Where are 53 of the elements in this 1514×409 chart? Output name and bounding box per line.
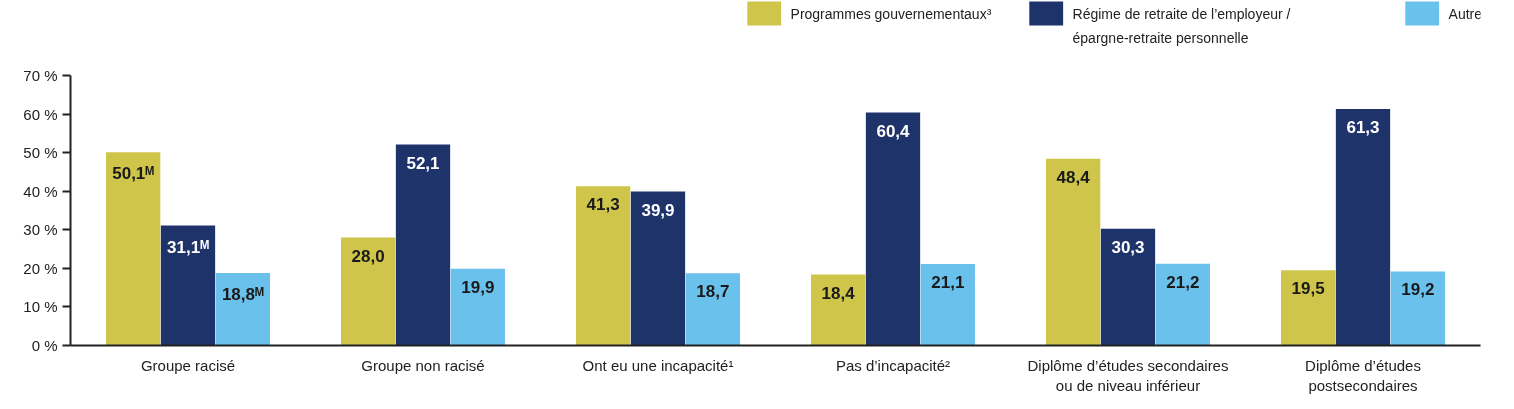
bar xyxy=(1281,270,1336,346)
bar xyxy=(1155,263,1210,346)
data-label: 18,4 xyxy=(821,283,856,303)
bar xyxy=(395,144,451,346)
data-label: 31,1ᴹ xyxy=(167,237,210,257)
bar xyxy=(865,112,921,346)
x-tick-label: Pas d’incapacité² xyxy=(835,356,951,374)
bar xyxy=(450,268,505,346)
data-label: 41,3 xyxy=(586,195,620,215)
data-label: 18,8ᴹ xyxy=(221,284,264,304)
data-label: 28,0 xyxy=(351,246,385,266)
bar xyxy=(1335,109,1391,346)
legend-label: Régime de retraite de l’employeur / épargne-retraite personnelle xyxy=(1072,5,1291,46)
data-label: 21,1 xyxy=(931,273,965,293)
bar xyxy=(215,272,270,346)
data-label: 60,4 xyxy=(876,121,911,141)
bar xyxy=(685,273,740,346)
x-tick-label: Ont eu une incapacité¹ xyxy=(582,356,734,374)
bar xyxy=(160,225,216,346)
data-label: 39,9 xyxy=(641,200,675,220)
data-label: 61,3 xyxy=(1346,118,1380,138)
y-tick-label: 40 % xyxy=(23,182,58,200)
bar xyxy=(630,191,686,346)
data-label: 19,9 xyxy=(461,277,495,297)
bar xyxy=(1046,158,1101,346)
y-tick-label: 20 % xyxy=(23,259,58,277)
data-label: 48,4 xyxy=(1056,167,1091,187)
data-label: 19,2 xyxy=(1401,280,1435,300)
y-tick-label: 10 % xyxy=(23,298,58,316)
y-tick-label: 50 % xyxy=(23,144,58,162)
legend-label: Autre xyxy=(1448,5,1483,22)
x-tick-label: Diplôme d’études secondaires ou de niveau inférieur xyxy=(1027,356,1229,394)
data-label: 30,3 xyxy=(1111,237,1145,257)
bar xyxy=(1390,271,1445,346)
bar xyxy=(341,237,396,346)
x-tick-label: Groupe racisé xyxy=(140,356,236,374)
bar xyxy=(920,264,975,346)
bar xyxy=(811,274,866,346)
x-tick-label: Diplôme d’études postsecondaires xyxy=(1305,356,1421,394)
y-tick-label: 0 % xyxy=(31,337,58,354)
data-label: 19,5 xyxy=(1291,279,1325,299)
x-tick-label: Groupe non racisé xyxy=(361,356,485,374)
data-label: 50,1ᴹ xyxy=(112,164,155,184)
data-label: 21,2 xyxy=(1166,272,1200,292)
bar xyxy=(106,152,161,346)
data-label: 18,7 xyxy=(696,282,730,302)
data-label: 52,1 xyxy=(406,153,440,173)
legend-label: Programmes gouvernementaux³ xyxy=(790,5,992,22)
bar xyxy=(576,186,631,346)
y-tick-label: 70 % xyxy=(23,67,58,84)
y-tick-label: 60 % xyxy=(23,105,58,123)
bar xyxy=(1100,228,1156,346)
y-tick-label: 30 % xyxy=(23,221,58,239)
